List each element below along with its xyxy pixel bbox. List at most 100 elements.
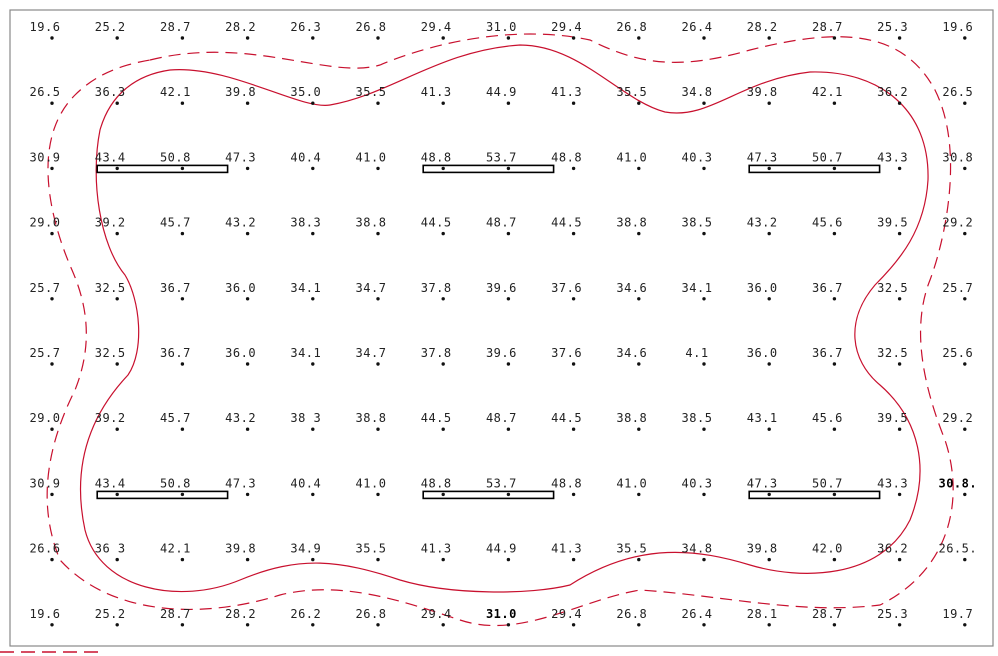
illuminance-value: 42.1 bbox=[812, 85, 843, 99]
illuminance-value: 43.4 bbox=[95, 150, 126, 164]
measurement-point bbox=[767, 36, 771, 40]
fixture-bottom-right bbox=[748, 490, 881, 500]
measurement-point bbox=[767, 297, 771, 301]
measurement-point bbox=[441, 231, 445, 236]
illuminance-value: 4.1 bbox=[685, 346, 708, 360]
measurement-point bbox=[245, 362, 250, 366]
measurement-point bbox=[767, 492, 771, 497]
illuminance-value: 29.4 bbox=[551, 20, 582, 34]
measurement-point bbox=[506, 36, 511, 40]
illuminance-value: 29.4 bbox=[421, 20, 452, 34]
illuminance-value: 37.6 bbox=[551, 281, 582, 295]
illuminance-value: 48.8 bbox=[551, 150, 582, 164]
illuminance-value: 47.3 bbox=[747, 150, 778, 164]
measurement-point bbox=[571, 231, 576, 236]
measurement-point bbox=[441, 623, 445, 627]
illuminance-value: 19.6 bbox=[30, 607, 61, 621]
illuminance-value: 25.7 bbox=[30, 346, 61, 360]
illuminance-value: 50.8 bbox=[160, 476, 191, 490]
illuminance-value: 53.7 bbox=[486, 476, 517, 490]
illuminance-value: 38.8 bbox=[356, 216, 387, 230]
illuminance-value: 38.8 bbox=[616, 411, 647, 425]
measurement-point bbox=[506, 166, 511, 171]
illuminance-value: 38.8 bbox=[616, 216, 647, 230]
measurement-point bbox=[50, 492, 54, 497]
measurement-point bbox=[376, 427, 380, 431]
illuminance-value: 25.3 bbox=[877, 20, 908, 34]
illuminance-value: 37.8 bbox=[421, 346, 452, 360]
measurement-point bbox=[571, 36, 576, 40]
illuminance-value: 29.0 bbox=[30, 411, 61, 425]
illuminance-value: 40.3 bbox=[682, 150, 713, 164]
illuminance-value: 37.8 bbox=[421, 281, 452, 295]
illuminance-value: 25.6 bbox=[942, 346, 973, 360]
fixture-top-center bbox=[422, 164, 555, 174]
illuminance-value: 50.8 bbox=[160, 150, 191, 164]
illuminance-value: 26.6 bbox=[30, 542, 61, 556]
measurement-point bbox=[376, 166, 380, 171]
measurement-point bbox=[115, 101, 119, 105]
illuminance-value: 44.5 bbox=[551, 411, 582, 425]
illuminance-value: 45.7 bbox=[160, 411, 191, 425]
illuminance-value: 43.2 bbox=[747, 216, 778, 230]
illuminance-value: 48.8 bbox=[421, 476, 452, 490]
measurement-point bbox=[180, 166, 185, 171]
illuminance-values: 19.6 25.2 28.7 28.2 26.3 26.8 29.4 31.0 29.4 26.8… bbox=[30, 20, 977, 627]
room-boundary bbox=[9, 9, 994, 647]
illuminance-value: 30.9 bbox=[30, 150, 61, 164]
measurement-point bbox=[180, 36, 185, 40]
measurement-point bbox=[637, 492, 641, 497]
illuminance-value: 34.6 bbox=[616, 281, 647, 295]
illuminance-value: 25.3 bbox=[877, 607, 908, 621]
illuminance-value: 41.3 bbox=[421, 85, 452, 99]
measurement-point bbox=[311, 427, 315, 431]
illuminance-value: 31.0 bbox=[486, 607, 517, 621]
measurement-point bbox=[115, 557, 119, 562]
measurement-point bbox=[571, 557, 576, 562]
measurement-point bbox=[441, 427, 445, 431]
measurement-point bbox=[897, 557, 902, 562]
illuminance-value: 35.5 bbox=[356, 85, 387, 99]
measurement-point bbox=[897, 231, 902, 236]
illuminance-value: 25.7 bbox=[942, 281, 973, 295]
measurement-point bbox=[311, 492, 315, 497]
measurement-point bbox=[767, 231, 771, 236]
illuminance-value: 48.8 bbox=[551, 476, 582, 490]
illuminance-value: 32.5 bbox=[95, 281, 126, 295]
measurement-point bbox=[376, 231, 380, 236]
illuminance-value: 42.0 bbox=[812, 542, 843, 556]
measurement-point bbox=[245, 297, 250, 301]
measurement-point bbox=[571, 492, 576, 497]
measurement-point bbox=[50, 297, 54, 301]
illuminance-value: 36.7 bbox=[160, 346, 191, 360]
measurement-point bbox=[832, 36, 837, 40]
measurement-point bbox=[376, 362, 380, 366]
measurement-point bbox=[245, 36, 250, 40]
illuminance-value: 29.0 bbox=[30, 216, 61, 230]
measurement-point bbox=[180, 492, 185, 497]
measurement-point bbox=[180, 231, 185, 236]
measurement-point bbox=[897, 101, 902, 105]
measurement-point bbox=[506, 557, 511, 562]
measurement-point bbox=[702, 362, 706, 366]
measurement-point bbox=[441, 557, 445, 562]
measurement-point bbox=[441, 362, 445, 366]
measurement-point bbox=[115, 492, 119, 497]
measurement-point bbox=[897, 297, 902, 301]
illuminance-value: 26.4 bbox=[682, 607, 713, 621]
measurement-point bbox=[506, 297, 511, 301]
measurement-point bbox=[311, 166, 315, 171]
illuminance-value: 36.7 bbox=[812, 281, 843, 295]
illuminance-value: 36.3 bbox=[95, 85, 126, 99]
measurement-point bbox=[571, 362, 576, 366]
measurement-point bbox=[376, 557, 380, 562]
illuminance-value: 36.7 bbox=[160, 281, 191, 295]
illuminance-value: 34.1 bbox=[290, 346, 321, 360]
illuminance-value: 50.7 bbox=[812, 476, 843, 490]
measurement-point bbox=[115, 623, 119, 627]
illuminance-value: 39.5 bbox=[877, 216, 908, 230]
illuminance-value: 30.8 bbox=[942, 150, 973, 164]
measurement-point bbox=[963, 623, 967, 627]
illuminance-value: 34.8 bbox=[682, 85, 713, 99]
